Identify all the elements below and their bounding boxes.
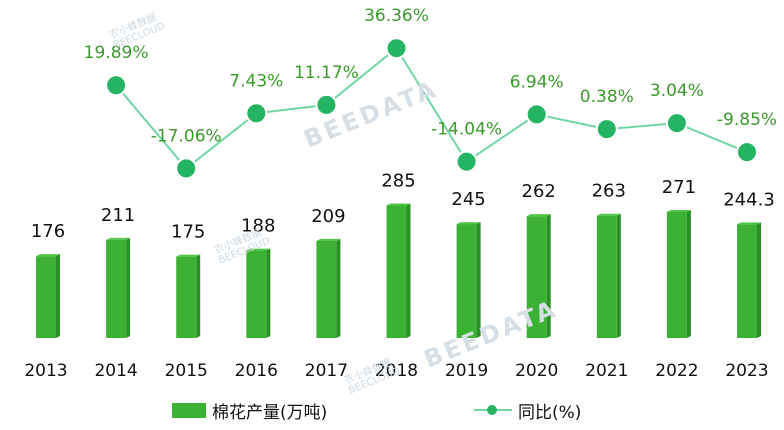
bar-top — [316, 238, 341, 241]
yoy-label: 19.89% — [84, 43, 149, 63]
yoy-point — [315, 93, 338, 116]
x-tick-label: 2019 — [445, 361, 488, 381]
yoy-label: 36.36% — [364, 6, 429, 26]
yoy-line — [115, 46, 748, 170]
bar-side — [616, 213, 621, 338]
bar-top — [526, 214, 551, 217]
bar — [666, 211, 687, 338]
yoy-label: 11.17% — [294, 63, 359, 83]
bar-value-label: 271 — [662, 177, 696, 198]
yoy-point — [245, 102, 268, 125]
bar — [737, 224, 757, 338]
x-tick-label: 2013 — [24, 361, 67, 381]
legend-bar-label: 棉花产量(万吨) — [212, 402, 328, 423]
bar-value-label: 176 — [31, 221, 65, 242]
bar-value-label: 209 — [311, 206, 345, 227]
x-tick-label: 2021 — [585, 361, 628, 381]
bar-value-label: 262 — [522, 181, 556, 202]
yoy-label: 7.43% — [229, 71, 283, 91]
x-tick-label: 2018 — [375, 361, 418, 381]
bar-side — [546, 214, 551, 338]
bar-top — [666, 209, 691, 212]
bar — [106, 239, 127, 338]
yoy-point — [525, 103, 548, 126]
bar — [316, 240, 337, 338]
yoy-point — [665, 112, 688, 135]
bar-top — [176, 254, 201, 257]
bar-top — [106, 237, 131, 240]
bar — [386, 205, 407, 338]
bar-side — [757, 222, 761, 338]
bar — [596, 215, 617, 338]
bar-value-label: 244.3 — [723, 189, 775, 210]
bar-top — [246, 248, 271, 251]
x-tick-label: 2022 — [655, 361, 698, 381]
x-tick-label: 2016 — [235, 361, 278, 381]
x-tick-label: 2014 — [94, 361, 137, 381]
bar-side — [336, 238, 341, 338]
yoy-label: 0.38% — [580, 87, 634, 107]
x-tick-label: 2020 — [515, 361, 558, 381]
bar-side — [196, 254, 201, 338]
yoy-point — [385, 37, 408, 60]
yoy-label: 6.94% — [510, 72, 564, 92]
x-tick-label: 2017 — [305, 361, 348, 381]
legend-line: 同比(%) — [474, 398, 582, 423]
yoy-label: -14.04% — [431, 120, 502, 140]
bar — [456, 224, 477, 338]
bar-top — [596, 213, 621, 216]
x-tick-label: 2015 — [165, 361, 208, 381]
legend-bar: 棉花产量(万吨) — [172, 398, 328, 423]
bar-value-label: 188 — [241, 216, 275, 237]
bar-value-label: 175 — [171, 222, 205, 243]
x-tick-label: 2023 — [725, 361, 768, 381]
yoy-point — [455, 150, 478, 173]
bar-value-label: 263 — [592, 181, 626, 202]
yoy-label: -17.06% — [151, 126, 222, 146]
yoy-point — [105, 74, 128, 97]
bar-top — [36, 254, 60, 257]
bar-side — [126, 237, 131, 338]
yoy-label: -9.85% — [717, 110, 777, 130]
bar-value-label: 245 — [451, 189, 485, 210]
bar-side — [266, 248, 271, 338]
yoy-point — [736, 141, 758, 164]
yoy-point — [595, 118, 618, 141]
bar-top — [386, 203, 411, 206]
bar-side — [686, 209, 691, 338]
bar-side — [476, 222, 481, 338]
bar-side — [406, 203, 411, 338]
legend-bar-swatch — [172, 402, 206, 418]
bar — [526, 216, 547, 338]
bar — [36, 256, 56, 338]
yoy-label: 3.04% — [650, 81, 704, 101]
yoy-point — [175, 157, 198, 180]
legend-line-label: 同比(%) — [518, 402, 582, 423]
bar-value-label: 285 — [381, 170, 415, 191]
bar-value-label: 211 — [101, 205, 135, 226]
bar-top — [456, 222, 481, 225]
bar — [176, 256, 197, 338]
legend-line-swatch — [474, 403, 512, 417]
bar — [246, 250, 267, 338]
bar-side — [56, 254, 60, 338]
bar-top — [737, 222, 761, 225]
